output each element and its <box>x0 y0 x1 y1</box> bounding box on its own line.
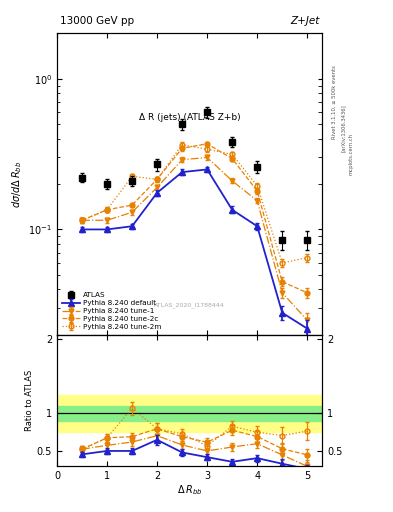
Text: [arXiv:1306.3436]: [arXiv:1306.3436] <box>341 104 346 152</box>
Bar <box>57 395 322 432</box>
Text: Rivet 3.1.10, ≥ 500k events: Rivet 3.1.10, ≥ 500k events <box>332 66 337 139</box>
Y-axis label: $d\sigma/d\Delta\,R_{bb}$: $d\sigma/d\Delta\,R_{bb}$ <box>10 160 24 208</box>
Legend: ATLAS, Pythia 8.240 default, Pythia 8.240 tune-1, Pythia 8.240 tune-2c, Pythia 8: ATLAS, Pythia 8.240 default, Pythia 8.24… <box>61 291 163 331</box>
Y-axis label: Ratio to ATLAS: Ratio to ATLAS <box>25 370 34 431</box>
Text: mcplots.cern.ch: mcplots.cern.ch <box>349 133 354 175</box>
Bar <box>57 406 322 421</box>
Text: Δ R (jets) (ATLAS Z+b): Δ R (jets) (ATLAS Z+b) <box>139 113 241 122</box>
X-axis label: $\Delta\,R_{bb}$: $\Delta\,R_{bb}$ <box>177 483 202 497</box>
Text: ATLAS_2020_I1788444: ATLAS_2020_I1788444 <box>154 302 225 308</box>
Text: 13000 GeV pp: 13000 GeV pp <box>60 16 134 26</box>
Text: Z+Jet: Z+Jet <box>290 16 320 26</box>
